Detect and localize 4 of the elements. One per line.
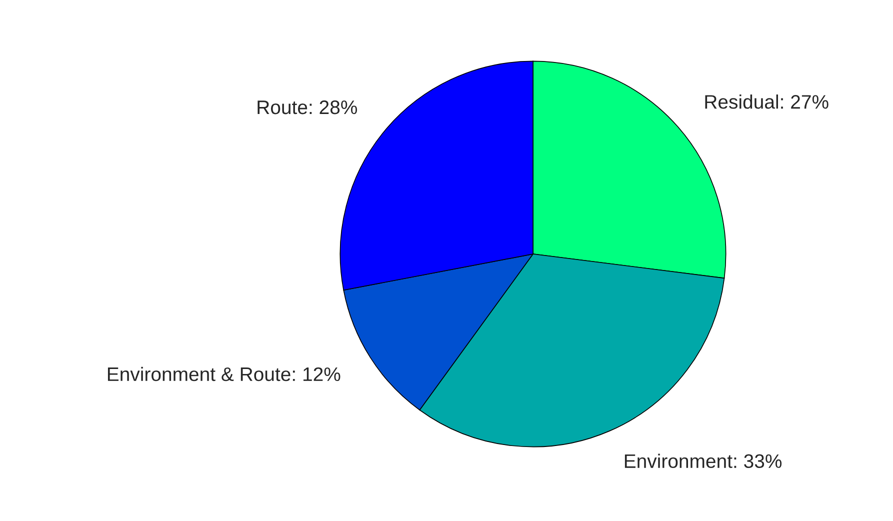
slice-label: Route: 28% xyxy=(258,100,358,114)
slice-label: Residual: 27% xyxy=(705,94,828,109)
slice-label: Environment: 33% xyxy=(624,454,782,468)
slice-label: Environment & Route: 12% xyxy=(108,366,340,382)
